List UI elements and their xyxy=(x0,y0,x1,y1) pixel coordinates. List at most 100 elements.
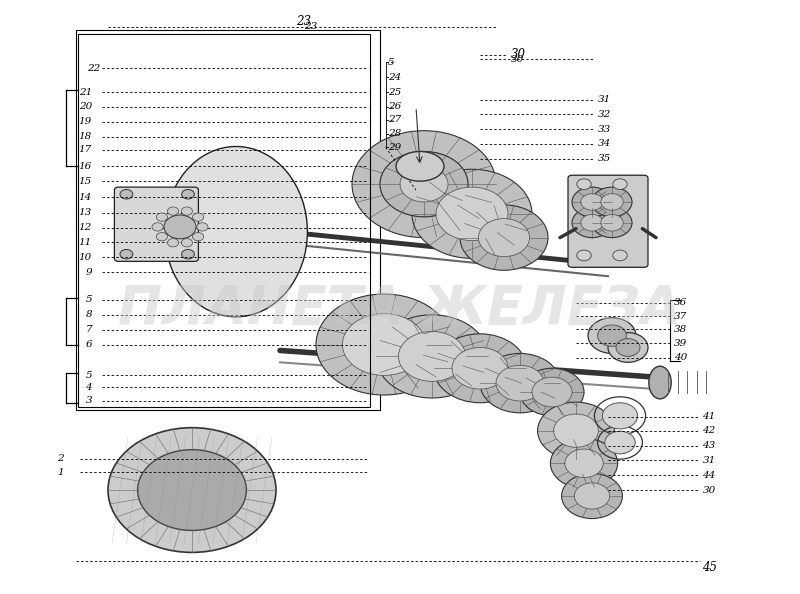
Circle shape xyxy=(572,187,612,217)
Text: 45: 45 xyxy=(702,561,718,574)
Circle shape xyxy=(352,131,496,238)
Circle shape xyxy=(376,315,488,398)
Circle shape xyxy=(152,223,163,231)
Circle shape xyxy=(138,450,246,530)
Circle shape xyxy=(197,223,208,231)
Circle shape xyxy=(182,207,193,215)
Text: 19: 19 xyxy=(78,117,92,127)
Circle shape xyxy=(120,189,133,199)
Circle shape xyxy=(380,151,468,217)
Text: 41: 41 xyxy=(702,412,716,422)
Circle shape xyxy=(550,438,618,488)
Circle shape xyxy=(452,347,508,389)
Text: 29: 29 xyxy=(388,143,402,152)
Text: 39: 39 xyxy=(674,339,687,348)
Text: 6: 6 xyxy=(86,340,92,349)
Text: 30: 30 xyxy=(510,48,526,61)
Circle shape xyxy=(496,365,544,401)
Text: 24: 24 xyxy=(388,72,402,82)
Text: 15: 15 xyxy=(78,176,92,186)
Text: 26: 26 xyxy=(388,102,402,112)
Text: 17: 17 xyxy=(78,145,92,154)
Circle shape xyxy=(616,339,640,356)
FancyBboxPatch shape xyxy=(568,175,648,267)
Text: 37: 37 xyxy=(674,311,687,321)
Text: 25: 25 xyxy=(388,87,402,97)
Circle shape xyxy=(460,205,548,270)
Text: 10: 10 xyxy=(78,252,92,262)
Circle shape xyxy=(156,213,167,222)
Text: 18: 18 xyxy=(78,132,92,141)
Ellipse shape xyxy=(396,151,444,181)
Text: 11: 11 xyxy=(78,238,92,247)
Circle shape xyxy=(182,249,194,259)
Circle shape xyxy=(398,331,466,381)
Text: 8: 8 xyxy=(86,310,92,320)
Circle shape xyxy=(577,250,591,261)
Circle shape xyxy=(581,194,603,210)
Text: 13: 13 xyxy=(78,208,92,217)
Circle shape xyxy=(577,179,591,189)
Circle shape xyxy=(412,169,532,258)
Text: 23: 23 xyxy=(297,15,311,29)
Circle shape xyxy=(167,207,178,215)
Circle shape xyxy=(436,187,508,241)
Circle shape xyxy=(182,239,193,247)
Circle shape xyxy=(538,402,614,459)
Text: 28: 28 xyxy=(388,129,402,138)
Circle shape xyxy=(380,151,468,217)
Text: 23: 23 xyxy=(304,22,318,31)
Circle shape xyxy=(193,213,204,222)
Text: 31: 31 xyxy=(598,95,611,105)
Text: 22: 22 xyxy=(86,64,100,73)
Circle shape xyxy=(565,449,603,478)
Circle shape xyxy=(434,334,526,403)
Text: 30: 30 xyxy=(702,485,716,495)
Circle shape xyxy=(574,483,610,509)
Text: 1: 1 xyxy=(58,467,64,477)
Text: 5: 5 xyxy=(388,58,394,67)
Circle shape xyxy=(480,353,560,413)
Ellipse shape xyxy=(649,366,671,399)
Circle shape xyxy=(592,208,632,238)
Circle shape xyxy=(400,166,448,202)
Circle shape xyxy=(182,189,194,199)
Text: 20: 20 xyxy=(78,102,92,112)
Text: ПЛАНЕТА ЖЕЛЕЗА: ПЛАНЕТА ЖЕЛЕЗА xyxy=(118,283,682,335)
Text: 5: 5 xyxy=(86,371,92,380)
Text: 32: 32 xyxy=(598,109,611,119)
Text: 43: 43 xyxy=(702,441,716,450)
Text: 44: 44 xyxy=(702,470,716,480)
Text: 2: 2 xyxy=(58,454,64,463)
Text: 5: 5 xyxy=(86,295,92,305)
Circle shape xyxy=(554,414,598,447)
Text: 9: 9 xyxy=(86,267,92,277)
Text: 42: 42 xyxy=(702,426,716,435)
Circle shape xyxy=(581,214,603,231)
Circle shape xyxy=(167,239,178,247)
Text: 21: 21 xyxy=(78,87,92,97)
FancyBboxPatch shape xyxy=(114,187,198,261)
Ellipse shape xyxy=(165,147,307,317)
Circle shape xyxy=(532,377,572,407)
Circle shape xyxy=(602,403,638,429)
Text: 38: 38 xyxy=(674,324,687,334)
Text: 12: 12 xyxy=(78,223,92,232)
Text: 34: 34 xyxy=(598,139,611,148)
Circle shape xyxy=(342,314,426,375)
Circle shape xyxy=(478,219,530,257)
Circle shape xyxy=(108,428,276,552)
Text: 14: 14 xyxy=(78,192,92,202)
Text: 7: 7 xyxy=(86,325,92,334)
Circle shape xyxy=(572,208,612,238)
Text: 35: 35 xyxy=(598,154,611,163)
Circle shape xyxy=(588,318,636,353)
Text: 30: 30 xyxy=(510,55,524,64)
Circle shape xyxy=(613,250,627,261)
Text: 36: 36 xyxy=(674,298,687,308)
Circle shape xyxy=(613,179,627,189)
Circle shape xyxy=(605,431,635,454)
Circle shape xyxy=(601,194,623,210)
Text: 40: 40 xyxy=(674,353,687,362)
Circle shape xyxy=(520,368,584,416)
